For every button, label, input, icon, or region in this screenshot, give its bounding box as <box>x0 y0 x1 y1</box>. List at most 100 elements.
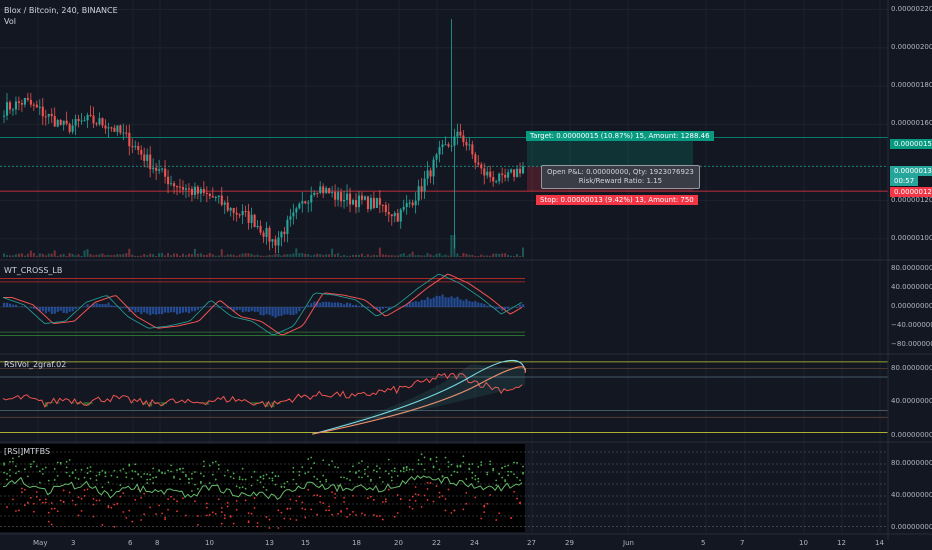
rsimtf-dot <box>316 478 319 480</box>
rsimtf-dot <box>256 479 259 482</box>
rsimtf-dot <box>369 479 372 482</box>
rsimtf-dot <box>128 464 131 467</box>
volume-bar <box>161 253 164 257</box>
candle-body <box>513 169 516 177</box>
volume-bar <box>232 254 235 257</box>
rsimtf-dot <box>47 520 50 523</box>
rsimtf-dot <box>280 485 283 488</box>
rsimtf-dot <box>98 473 101 476</box>
wt-histogram-bar <box>271 307 274 317</box>
rsimtf-dot <box>352 465 354 468</box>
rsimtf-dot <box>280 511 283 514</box>
rsimtf-indicator-label[interactable]: [RSI]MTFBS <box>4 447 51 456</box>
rsimtf-dot <box>292 471 295 473</box>
rsimtf-dot <box>304 508 307 511</box>
volume-bar <box>498 253 501 257</box>
rsimtf-dot <box>98 471 101 474</box>
candle-body <box>23 97 26 105</box>
rsimtf-dot <box>182 497 184 500</box>
rsimtf-dot <box>86 467 89 469</box>
wt-histogram-bar <box>444 297 447 307</box>
target-label[interactable]: Target: 0.00000015 (10.87%) 15, Amount: … <box>526 131 714 141</box>
rsivol-indicator-label[interactable]: RSIVol_2graf.02 <box>4 360 67 369</box>
rsimtf-dot <box>405 466 408 469</box>
candle-body <box>247 211 250 223</box>
symbol-title[interactable]: Blox / Bitcoin, 240, BINANCE <box>4 6 118 15</box>
volume-bar <box>432 255 435 257</box>
rsimtf-dot <box>292 478 295 481</box>
rsimtf-dot <box>41 473 44 475</box>
wt-histogram-bar <box>229 307 232 309</box>
volume-bar <box>405 255 408 257</box>
wt-histogram-bar <box>405 303 408 307</box>
volume-bar <box>450 235 453 257</box>
wt-histogram-bar <box>244 307 247 312</box>
volume-bar <box>44 255 47 257</box>
rsimtf-dot <box>361 460 363 463</box>
volume-bar <box>256 254 259 257</box>
wt-histogram-bar <box>122 307 125 309</box>
rsimtf-dot <box>15 472 17 475</box>
rsimtf-dot <box>26 502 29 504</box>
candle-body <box>450 145 453 147</box>
candle-body <box>235 212 238 215</box>
rsimtf-dot <box>367 475 369 478</box>
volume-bar <box>378 247 381 257</box>
pnl-box[interactable]: Open P&L: 0.00000000, Qty: 1923076923 Ri… <box>541 165 700 189</box>
rsimtf-dot <box>498 473 501 475</box>
rsimtf-dot <box>217 464 220 466</box>
wt-histogram-bar <box>381 307 385 309</box>
candle-body <box>113 127 116 132</box>
rsimtf-dot <box>170 495 172 498</box>
volume-bar <box>295 248 298 257</box>
wt-histogram-bar <box>334 302 337 307</box>
rsimtf-dot <box>9 461 11 463</box>
rsimtf-dot <box>3 463 5 466</box>
rsivol-pane <box>0 359 888 435</box>
wt-histogram-bar <box>113 305 116 307</box>
rsimtf-dot <box>208 464 211 467</box>
volume-bar <box>131 254 134 257</box>
x-tick-label-4: 10 <box>205 539 214 547</box>
wt-histogram-bar <box>232 307 235 312</box>
wt-histogram-bar <box>417 301 420 307</box>
rsimtf-dot <box>107 505 110 507</box>
rsimtf-dot <box>495 479 498 482</box>
volume-bar <box>408 253 411 257</box>
rsimtf-dot <box>358 476 360 478</box>
rsimtf-dot <box>170 464 172 467</box>
rsimtf-dot <box>44 498 47 501</box>
wt-indicator-label[interactable]: WT_CROSS_LB <box>4 266 63 275</box>
volume-bar <box>387 255 390 257</box>
wt-histogram-bar <box>74 307 77 310</box>
rsimtf-dot <box>56 475 59 477</box>
rsimtf-dot <box>116 476 119 479</box>
rsimtf-dot <box>259 475 262 478</box>
rsimtf-dot <box>304 516 307 519</box>
rsimtf-dot <box>271 479 274 482</box>
candle-body <box>65 120 68 124</box>
rsimtf-dot <box>420 453 423 456</box>
volume-bar <box>14 254 17 257</box>
rsimtf-dot <box>328 505 331 508</box>
rsivol-oversold-fill <box>56 402 60 404</box>
candle-body <box>44 116 47 118</box>
volume-bar <box>334 254 337 257</box>
candle-body <box>438 147 441 155</box>
stop-label[interactable]: Stop: 0.00000013 (9.42%) 13, Amount: 750 <box>536 195 698 205</box>
wt-histogram-bar <box>23 306 27 307</box>
rsimtf-dot <box>349 479 351 482</box>
rsimtf-dot <box>15 510 17 512</box>
rsimtf-dot <box>262 474 265 477</box>
rsimtf-dot <box>23 468 26 471</box>
candle-body <box>152 167 155 170</box>
volume-label[interactable]: Vol <box>4 17 16 26</box>
volume-bar <box>89 254 92 257</box>
wt-histogram-bar <box>107 302 110 307</box>
volume-bar <box>384 254 387 257</box>
rsimtf-dot <box>89 477 92 480</box>
volume-bar <box>208 253 211 257</box>
rsimtf-dot <box>501 476 504 479</box>
rsimtf-dot <box>358 462 360 464</box>
